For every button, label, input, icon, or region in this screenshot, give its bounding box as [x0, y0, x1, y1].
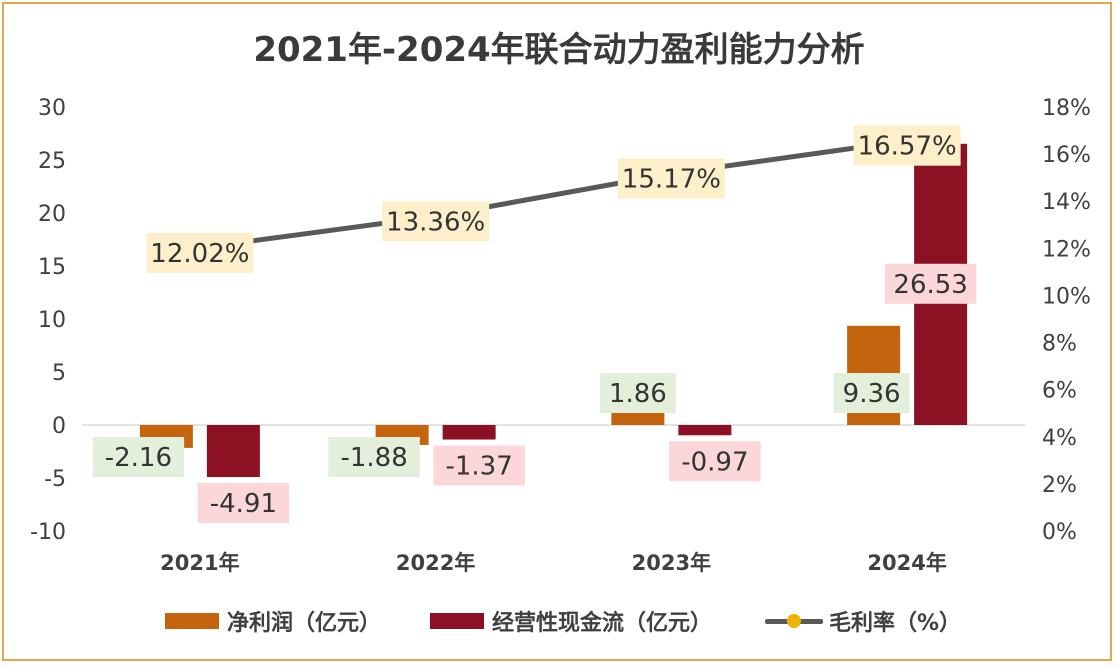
y-left-tick-label: 20 [38, 202, 66, 227]
legend-swatch-operating-cashflow [430, 613, 484, 629]
y-right-tick-label: 8% [1042, 332, 1077, 357]
bar-operating-cashflow [442, 425, 496, 440]
x-category-label: 2022年 [396, 551, 475, 575]
data-label-operating-cashflow-bg [884, 263, 977, 304]
y-right-tick-label: 16% [1042, 143, 1091, 168]
y-right-tick-label: 10% [1042, 284, 1091, 309]
data-label-gross-margin: 15.17% [622, 165, 721, 195]
data-label-operating-cashflow-bg [197, 483, 290, 524]
data-label-operating-cashflow-bg [669, 441, 761, 482]
data-label-operating-cashflow: 26.53 [893, 270, 967, 300]
data-label-gross-margin: 16.57% [858, 132, 957, 162]
legend-label-net-profit: 净利润（亿元） [227, 611, 382, 636]
chart-title: 2021年-2024年联合动力盈利能力分析 [253, 30, 865, 70]
legend-swatch-net-profit [165, 613, 219, 629]
y-right-tick-label: 2% [1042, 473, 1077, 498]
y-left-tick-label: 5 [52, 361, 66, 386]
data-label-gross-margin-bg [146, 232, 254, 273]
data-label-operating-cashflow: -4.91 [210, 489, 277, 519]
data-label-net-profit: -1.88 [340, 443, 407, 473]
x-category-label: 2023年 [632, 551, 711, 575]
y-left-tick-label: 30 [38, 96, 66, 121]
data-label-gross-margin: 13.36% [386, 207, 485, 237]
data-label-operating-cashflow-bg [433, 445, 525, 486]
data-label-gross-margin-bg [382, 201, 490, 242]
data-label-net-profit-bg [833, 373, 910, 413]
data-label-operating-cashflow: -1.37 [445, 452, 512, 482]
y-right-tick-label: 14% [1042, 190, 1091, 215]
data-label-net-profit: 9.36 [843, 379, 901, 409]
data-label-gross-margin: 12.02% [150, 239, 249, 269]
data-label-operating-cashflow: -0.97 [681, 447, 748, 477]
y-left-tick-label: 10 [38, 308, 66, 333]
y-right-tick-label: 6% [1042, 379, 1077, 404]
legend-item-gross-margin[interactable]: 毛利率（%） [765, 604, 961, 638]
y-right-tick-label: 0% [1042, 520, 1077, 545]
data-label-net-profit: -2.16 [105, 443, 172, 473]
legend: 净利润（亿元） 经营性现金流（亿元） 毛利率（%） [0, 604, 1118, 638]
y-left-tick-label: 25 [38, 149, 66, 174]
legend-item-operating-cashflow[interactable]: 经营性现金流（亿元） [430, 604, 712, 638]
x-category-label: 2024年 [867, 551, 946, 575]
y-right-tick-label: 18% [1042, 96, 1091, 121]
data-label-net-profit-bg [599, 373, 676, 413]
gross-margin-line [199, 138, 908, 251]
y-left-tick-label: 0 [52, 414, 66, 439]
legend-item-net-profit[interactable]: 净利润（亿元） [165, 604, 381, 638]
data-label-gross-margin-bg [617, 158, 725, 199]
x-category-label: 2021年 [160, 551, 239, 575]
legend-line-marker-icon [765, 613, 823, 629]
legend-label-gross-margin: 毛利率（%） [829, 611, 962, 636]
legend-label-operating-cashflow: 经营性现金流（亿元） [492, 611, 713, 636]
data-label-gross-margin-bg [853, 125, 961, 166]
y-right-tick-label: 4% [1042, 426, 1077, 451]
data-label-net-profit: 1.86 [609, 379, 667, 409]
y-left-tick-label: -10 [30, 520, 66, 545]
data-label-net-profit-bg [328, 437, 420, 477]
y-left-tick-label: -5 [44, 467, 66, 492]
bar-operating-cashflow [206, 425, 260, 478]
data-label-net-profit-bg [92, 437, 185, 477]
bar-operating-cashflow [678, 425, 732, 436]
y-right-tick-label: 12% [1042, 237, 1091, 262]
y-left-tick-label: 15 [38, 255, 66, 280]
